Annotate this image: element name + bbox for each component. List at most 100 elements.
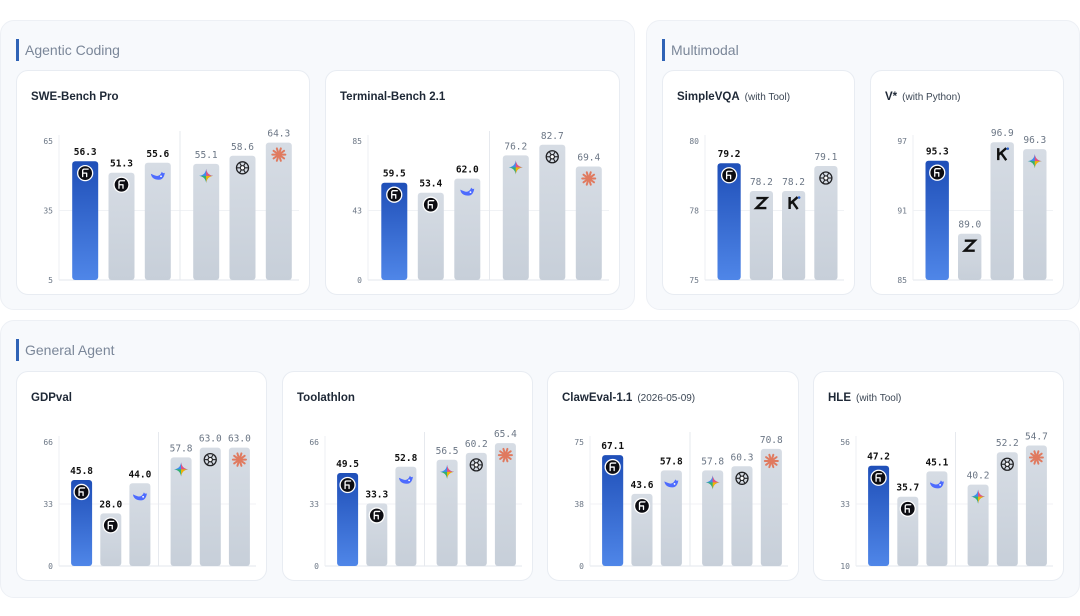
y-tick-label: 38 <box>574 500 584 509</box>
data-label: 64.3 <box>267 129 290 140</box>
data-label: 51.3 <box>110 159 133 170</box>
data-label: 44.0 <box>128 469 151 480</box>
model-b-icon <box>633 497 651 515</box>
chart-title: GDPval <box>31 392 72 404</box>
data-label: 60.2 <box>465 439 488 450</box>
y-tick-label: 0 <box>579 562 584 571</box>
data-label: 78.2 <box>782 177 805 188</box>
star-icon <box>440 464 455 479</box>
openai-icon <box>469 458 483 472</box>
model-b-icon <box>102 517 119 534</box>
y-tick-label: 0 <box>48 562 53 571</box>
chart-card-gdpval: GDPval 66 33 0 45.8 28.0 44.0 57.8 63.0 63.0 <box>16 371 267 581</box>
y-tick-label: 56 <box>840 438 850 447</box>
data-label: 63.0 <box>228 434 251 445</box>
bar <box>502 155 529 280</box>
bar <box>760 448 782 566</box>
data-label: 78.2 <box>750 177 773 188</box>
data-label: 62.0 <box>456 165 479 176</box>
bar <box>958 233 982 280</box>
sunburst-icon <box>763 453 779 469</box>
data-label: 59.5 <box>383 169 406 180</box>
k-icon <box>788 196 801 210</box>
data-label: 58.6 <box>231 142 254 153</box>
bar <box>108 172 135 280</box>
openai-icon <box>819 171 833 185</box>
data-label: 57.8 <box>170 443 193 454</box>
sunburst-icon <box>1028 450 1044 465</box>
section-title: Multimodal <box>662 39 739 61</box>
chart-subtitle: (with Tool) <box>744 92 791 103</box>
data-label: 67.1 <box>601 441 624 452</box>
bar <box>996 452 1018 566</box>
y-tick-label: 85 <box>897 276 907 285</box>
data-label: 96.9 <box>991 128 1014 139</box>
bar <box>702 470 724 566</box>
model-a-icon <box>870 469 887 486</box>
bar <box>229 155 256 280</box>
bar <box>717 163 741 280</box>
data-label: 69.4 <box>577 153 600 164</box>
model-a-icon <box>929 164 946 181</box>
bar <box>814 166 838 280</box>
data-label: 54.7 <box>1025 432 1048 443</box>
data-label: 55.6 <box>146 149 169 160</box>
whale-icon <box>150 171 165 180</box>
data-label: 56.3 <box>74 147 97 158</box>
y-tick-label: 80 <box>689 137 699 146</box>
chart-subtitle: (with Python) <box>902 92 961 103</box>
bar <box>575 166 602 280</box>
model-a-icon <box>339 476 356 494</box>
bar <box>417 192 444 280</box>
k-icon <box>997 147 1010 161</box>
data-label: 95.3 <box>926 147 949 158</box>
y-tick-label: 75 <box>689 276 699 285</box>
chart-card-toolathlon: Toolathlon 66 33 0 49.5 33.3 52.8 56.5 60.2 65.4 <box>282 371 533 581</box>
bar-chart: 75 38 0 67.1 43.6 57.8 57.8 60.3 70.8 <box>574 432 788 571</box>
bar <box>129 483 151 566</box>
data-label: 56.5 <box>436 446 459 457</box>
bar-chart: 65 35 5 56.3 51.3 55.6 55.1 58.6 64.3 <box>43 129 299 285</box>
data-label: 63.0 <box>199 434 222 445</box>
whale-icon <box>132 492 147 501</box>
model-a-icon <box>73 483 90 501</box>
chart-title: Toolathlon <box>297 392 355 404</box>
data-label: 82.7 <box>541 131 564 142</box>
y-tick-label: 43 <box>352 207 362 216</box>
chart-card-clawevalalpha: ClawEval-1.1 (2026-05-09) 75 38 0 67.1 43.6 57… <box>547 371 799 581</box>
star-icon <box>508 160 523 175</box>
sunburst-icon <box>581 171 597 186</box>
bar <box>731 466 753 566</box>
data-label: 60.3 <box>731 452 754 463</box>
model-a-icon <box>720 167 738 184</box>
bar <box>72 161 99 280</box>
data-label: 70.8 <box>760 435 783 446</box>
openai-icon <box>235 161 250 175</box>
bar <box>925 160 949 280</box>
y-tick-label: 66 <box>43 438 53 447</box>
data-label: 40.2 <box>967 471 990 482</box>
star-icon <box>971 489 986 504</box>
bar-chart: 66 33 0 49.5 33.3 52.8 56.5 60.2 65.4 <box>309 429 522 571</box>
sunburst-icon <box>271 147 287 162</box>
bar <box>782 191 806 280</box>
data-label: 35.7 <box>896 483 919 494</box>
bar <box>337 473 359 566</box>
y-tick-label: 75 <box>574 438 584 447</box>
bar <box>1025 445 1047 566</box>
z-icon <box>961 239 978 252</box>
bar <box>602 455 624 566</box>
y-tick-label: 65 <box>43 137 53 146</box>
y-tick-label: 33 <box>840 500 850 509</box>
y-tick-label: 85 <box>352 137 362 146</box>
bar <box>926 471 948 566</box>
data-label: 65.4 <box>494 429 517 440</box>
data-label: 76.2 <box>504 141 527 152</box>
data-label: 57.8 <box>660 456 683 467</box>
y-tick-label: 66 <box>309 438 319 447</box>
bar <box>967 484 989 566</box>
star-icon <box>1027 154 1042 169</box>
bar <box>170 457 192 566</box>
chart-title: SWE-Bench Pro <box>31 91 119 103</box>
y-tick-label: 97 <box>897 137 907 146</box>
